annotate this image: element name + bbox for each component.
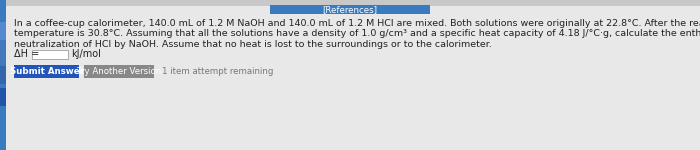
FancyBboxPatch shape bbox=[14, 64, 79, 78]
Text: Try Another Version: Try Another Version bbox=[77, 66, 161, 75]
FancyBboxPatch shape bbox=[0, 0, 6, 150]
FancyBboxPatch shape bbox=[84, 64, 154, 78]
Text: Submit Answer: Submit Answer bbox=[10, 66, 83, 75]
FancyBboxPatch shape bbox=[0, 44, 6, 62]
Text: [References]: [References] bbox=[323, 5, 377, 14]
FancyBboxPatch shape bbox=[32, 50, 68, 58]
FancyBboxPatch shape bbox=[6, 6, 700, 150]
Text: 1 item attempt remaining: 1 item attempt remaining bbox=[162, 66, 274, 75]
Text: neutralization of HCl by NaOH. Assume that no heat is lost to the surroundings o: neutralization of HCl by NaOH. Assume th… bbox=[14, 40, 492, 49]
Text: temperature is 30.8°C. Assuming that all the solutions have a density of 1.0 g/c: temperature is 30.8°C. Assuming that all… bbox=[14, 30, 700, 39]
FancyBboxPatch shape bbox=[270, 5, 430, 14]
FancyBboxPatch shape bbox=[0, 22, 6, 40]
FancyBboxPatch shape bbox=[0, 66, 6, 84]
FancyBboxPatch shape bbox=[0, 88, 6, 106]
Text: kJ/mol: kJ/mol bbox=[71, 49, 101, 59]
Text: In a coffee-cup calorimeter, 140.0 mL of 1.2 M NaOH and 140.0 mL of 1.2 M HCl ar: In a coffee-cup calorimeter, 140.0 mL of… bbox=[14, 19, 700, 28]
Text: ΔH =: ΔH = bbox=[14, 49, 39, 59]
